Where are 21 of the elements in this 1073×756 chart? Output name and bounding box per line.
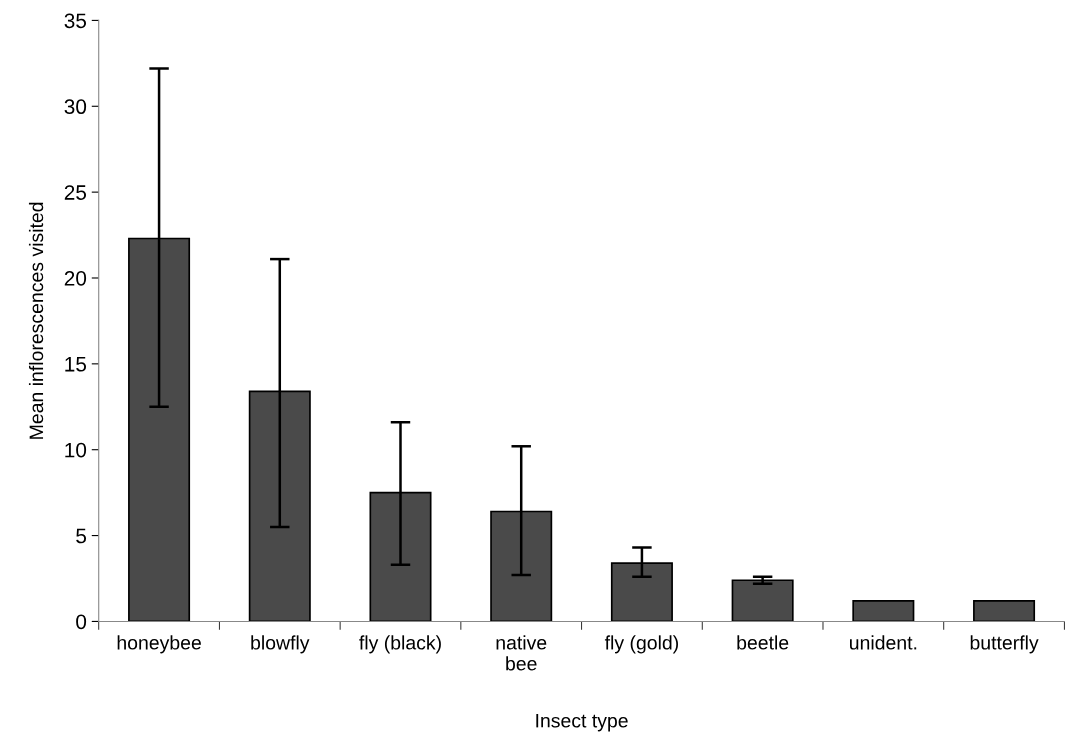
x-tick-label: unident. bbox=[850, 635, 917, 650]
y-tick-label: 10 bbox=[65, 442, 87, 458]
x-tick-label: beetle bbox=[737, 635, 789, 650]
y-axis-title: Mean inflorescences visited bbox=[28, 202, 44, 439]
y-tick-label: 15 bbox=[65, 357, 87, 372]
y-tick-label: 35 bbox=[64, 13, 87, 29]
bar bbox=[973, 599, 1036, 622]
y-tick-label: 25 bbox=[64, 185, 87, 200]
y-tick-label: 0 bbox=[76, 614, 87, 630]
y-tick-label: 5 bbox=[76, 528, 87, 544]
y-tick-label: 30 bbox=[64, 99, 87, 115]
y-tick-label: 20 bbox=[64, 270, 87, 286]
x-tick-label: fly (gold) bbox=[604, 635, 678, 654]
x-tick-label: fly (black) bbox=[359, 635, 441, 654]
x-tick-label: native bee bbox=[496, 635, 547, 671]
x-tick-label: blowfly bbox=[251, 635, 310, 654]
bar bbox=[731, 579, 794, 622]
bar bbox=[852, 599, 915, 622]
x-axis-title: Insect type bbox=[536, 713, 628, 732]
x-tick-label: butterfly bbox=[970, 635, 1039, 654]
x-tick-label: honeybee bbox=[117, 635, 201, 654]
